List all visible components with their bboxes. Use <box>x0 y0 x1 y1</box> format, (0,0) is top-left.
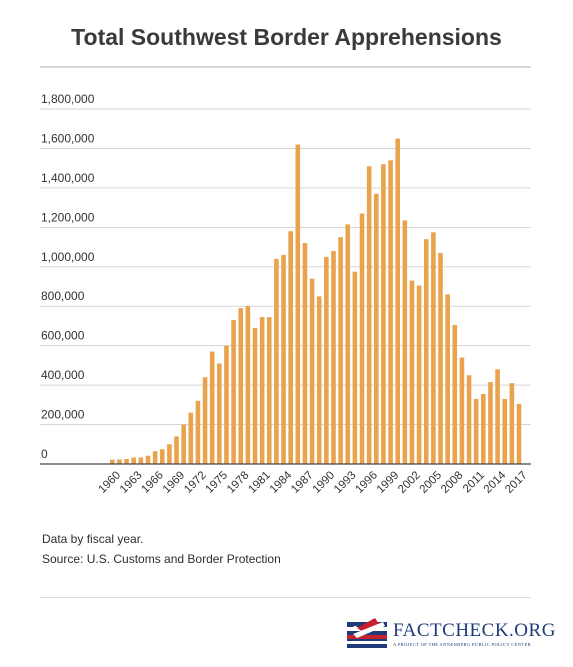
bar-2002 <box>409 280 415 464</box>
y-tick-label: 1,000,000 <box>41 250 95 264</box>
bar-1989 <box>316 296 322 464</box>
bar-2017 <box>516 403 522 464</box>
bar-1998 <box>381 164 386 464</box>
x-tick-label: 1969 <box>161 469 188 496</box>
bar-2008 <box>452 324 458 464</box>
bar-2006 <box>438 252 443 464</box>
y-tick-label: 1,800,000 <box>41 92 95 106</box>
flag-emblem-icon <box>347 618 387 648</box>
bar-1967 <box>159 449 165 464</box>
bar-1978 <box>238 308 244 464</box>
x-tick-label: 1984 <box>268 469 295 496</box>
x-tick-label: 2011 <box>461 469 487 495</box>
x-tick-label: 2014 <box>482 469 509 496</box>
source-note: Source: U.S. Customs and Border Protecti… <box>42 552 281 566</box>
bar-1963 <box>131 457 137 464</box>
bar-1987 <box>302 243 308 464</box>
bar-1995 <box>359 213 365 464</box>
y-tick-label: 800,000 <box>41 289 85 303</box>
x-tick-label: 1999 <box>375 469 402 496</box>
bar-1996 <box>366 166 372 464</box>
x-tick-label: 1966 <box>139 469 166 496</box>
x-tick-label: 1981 <box>246 469 273 496</box>
bar-1965 <box>145 455 151 464</box>
title-divider <box>40 66 531 68</box>
bar-1969 <box>174 436 179 464</box>
bar-1960 <box>110 459 115 464</box>
y-tick-label: 1,200,000 <box>41 210 95 224</box>
bar-1964 <box>138 457 144 464</box>
bar-2000 <box>395 138 400 465</box>
bar-1982 <box>266 317 272 464</box>
x-tick-label: 2008 <box>439 469 466 496</box>
bar-2011 <box>473 398 479 464</box>
x-tick-label: 1975 <box>204 469 231 496</box>
bar-2015 <box>502 398 508 464</box>
footer-divider <box>40 597 531 598</box>
y-tick-label: 600,000 <box>41 329 85 343</box>
bar-1961 <box>117 459 122 464</box>
bar-2012 <box>481 393 486 464</box>
bar-1992 <box>338 237 343 464</box>
bar-1997 <box>373 193 379 465</box>
bar-1990 <box>324 256 329 464</box>
bar-1994 <box>352 271 358 464</box>
bar-1983 <box>274 258 279 464</box>
x-tick-label: 1996 <box>353 469 380 496</box>
x-tick-label: 2002 <box>396 469 423 496</box>
factcheck-logo[interactable]: FACTCHECK.ORG A PROJECT OF THE ANNENBERG… <box>345 614 555 654</box>
bar-2005 <box>431 232 436 464</box>
x-tick-label: 1993 <box>332 469 359 496</box>
x-tick-label: 1960 <box>97 469 124 496</box>
x-tick-label: 1972 <box>182 469 209 496</box>
bar-1977 <box>231 320 236 464</box>
y-tick-label: 1,400,000 <box>41 171 95 185</box>
bar-1968 <box>167 444 172 464</box>
x-tick-label: 1963 <box>118 469 145 496</box>
bar-chart: 0 200,000 400,000 600,000 800,000 1,000,000 1,… <box>40 92 531 496</box>
y-tick-label: 400,000 <box>41 368 85 382</box>
x-tick-label: 1978 <box>225 469 252 496</box>
x-tick-label: 2017 <box>503 469 530 496</box>
bar-1988 <box>309 278 315 464</box>
bar-2007 <box>445 294 450 464</box>
bar-2001 <box>402 220 408 464</box>
bar-1971 <box>188 412 194 464</box>
x-tick-label: 1990 <box>311 469 338 496</box>
bar-1999 <box>388 160 393 464</box>
bar-1991 <box>331 251 336 464</box>
bar-2014 <box>495 369 500 464</box>
bar-2010 <box>466 375 472 464</box>
logo-wordmark: FACTCHECK.ORG <box>393 620 556 641</box>
logo-tagline: A PROJECT OF THE ANNENBERG PUBLIC POLICY… <box>393 642 531 647</box>
bar-1975 <box>217 363 222 464</box>
bar-2003 <box>416 285 422 464</box>
bar-1966 <box>152 451 158 464</box>
bar-1986 <box>295 144 301 464</box>
bar-1970 <box>181 424 186 464</box>
bar-1962 <box>124 459 129 464</box>
x-tick-label: 1987 <box>289 469 316 496</box>
bar-1980 <box>252 327 258 464</box>
chart-title: Total Southwest Border Apprehensions <box>71 24 502 50</box>
bar-1973 <box>202 377 208 464</box>
bar-2009 <box>459 357 465 464</box>
bar-2004 <box>423 239 429 464</box>
bar-1972 <box>195 400 201 464</box>
bar-1985 <box>288 231 293 464</box>
x-tick-label: 2005 <box>418 469 445 496</box>
bar-1979 <box>245 306 251 464</box>
bar-2013 <box>488 382 493 464</box>
bar-1974 <box>209 351 215 464</box>
bar-2016 <box>509 383 515 464</box>
fiscal-year-note: Data by fiscal year. <box>42 532 144 546</box>
bar-1976 <box>224 345 229 464</box>
bar-1993 <box>345 224 351 464</box>
y-tick-label: 200,000 <box>41 408 85 422</box>
bar-1981 <box>259 317 265 464</box>
bar-1984 <box>281 254 286 464</box>
y-tick-label: 1,600,000 <box>41 131 95 145</box>
y-tick-label: 0 <box>41 447 48 461</box>
